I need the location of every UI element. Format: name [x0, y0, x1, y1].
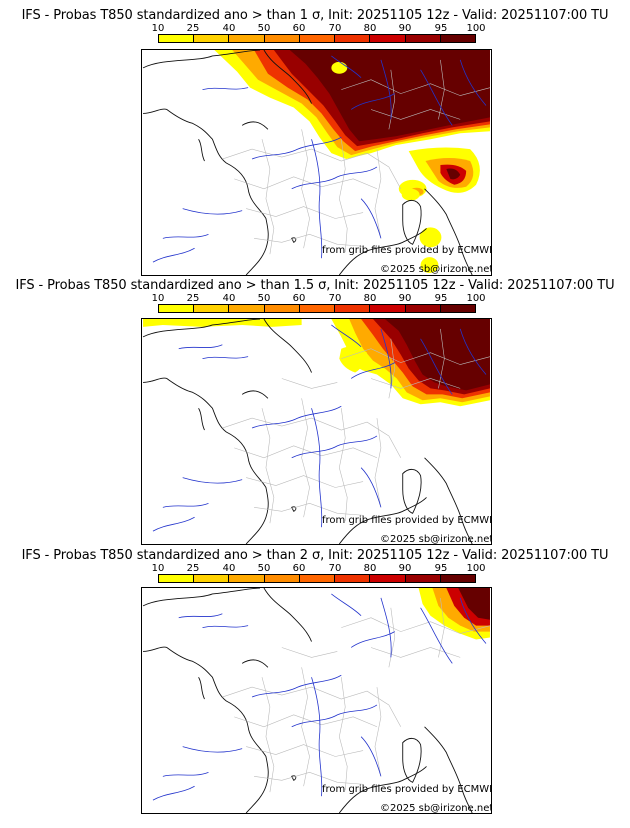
colorbar-tick: 10 — [151, 293, 165, 304]
source-credit: from grib files provided by ECMWF — [322, 515, 492, 526]
colorbar-tick: 40 — [222, 293, 236, 304]
colorbar-tick: 60 — [292, 563, 306, 574]
colorbar-tick: 95 — [434, 23, 448, 34]
admin-borders — [222, 597, 491, 793]
colorbar-swatch — [335, 305, 371, 312]
colorbar-swatch — [194, 35, 230, 42]
colorbar-swatch — [264, 305, 300, 312]
colorbar-swatch — [299, 575, 336, 582]
admin-borders — [222, 59, 491, 255]
colorbar-swatch — [405, 35, 441, 42]
source-credit: from grib files provided by ECMWF — [322, 245, 492, 256]
probability-field — [418, 588, 490, 640]
colorbar-ticks: 10 25 40 50 60 70 80 90 95 100 — [152, 293, 486, 304]
colorbar-tick: 50 — [257, 563, 271, 574]
colorbar-tick: 10 — [151, 23, 165, 34]
colorbar-swatch — [159, 575, 195, 582]
probability-field — [143, 319, 490, 407]
colorbar-swatch — [299, 305, 336, 312]
copyright-credit: ©2025 sb@irizone.net — [380, 534, 492, 545]
colorbar-swatch — [335, 35, 371, 42]
colorbar-swatch — [264, 575, 300, 582]
panel-title: IFS - Probas T850 standardized ano > tha… — [21, 548, 609, 563]
colorbar-swatch — [264, 35, 300, 42]
colorbar-tick: 50 — [257, 293, 271, 304]
colorbar-swatch — [440, 305, 475, 312]
colorbar-swatch — [229, 305, 265, 312]
copyright-credit: ©2025 sb@irizone.net — [380, 264, 492, 275]
probability-map: from grib files provided by ECMWF ©2025 … — [141, 587, 492, 814]
colorbar — [158, 34, 476, 43]
colorbar-tick: 50 — [257, 23, 271, 34]
colorbar-swatch — [229, 35, 265, 42]
colorbar-tick: 40 — [222, 563, 236, 574]
colorbar-tick: 95 — [434, 293, 448, 304]
colorbar-swatch — [335, 575, 371, 582]
coastline — [142, 50, 473, 275]
colorbar-swatch — [159, 35, 195, 42]
probability-map: from grib files provided by ECMWF ©2025 … — [141, 318, 492, 545]
source-credit: from grib files provided by ECMWF — [322, 784, 492, 795]
panel-title: IFS - Probas T850 standardized ano > tha… — [21, 8, 609, 23]
colorbar-tick: 60 — [292, 293, 306, 304]
colorbar-tick: 100 — [466, 23, 486, 34]
colorbar-tick: 80 — [363, 563, 377, 574]
colorbar-swatch — [194, 575, 230, 582]
map-canvas — [142, 50, 491, 275]
colorbar-swatch — [405, 305, 441, 312]
colorbar — [158, 574, 476, 583]
colorbar-tick: 100 — [466, 563, 486, 574]
colorbar-swatch — [440, 35, 475, 42]
rivers — [152, 593, 487, 801]
colorbar-swatch — [159, 305, 195, 312]
coastline — [142, 319, 473, 544]
colorbar-tick: 80 — [363, 23, 377, 34]
admin-borders — [222, 328, 491, 524]
map-canvas — [142, 319, 491, 544]
colorbar-tick: 80 — [363, 293, 377, 304]
colorbar-tick: 70 — [328, 563, 342, 574]
colorbar-ticks: 10 25 40 50 60 70 80 90 95 100 — [152, 563, 486, 574]
colorbar-tick: 10 — [151, 563, 165, 574]
colorbar-tick: 60 — [292, 23, 306, 34]
colorbar-tick: 90 — [398, 563, 412, 574]
probability-field — [214, 50, 490, 274]
colorbar-swatch — [440, 575, 475, 582]
colorbar-tick: 25 — [186, 23, 200, 34]
colorbar-tick: 90 — [398, 293, 412, 304]
colorbar-swatch — [229, 575, 265, 582]
probability-map: from grib files provided by ECMWF ©2025 … — [141, 49, 492, 276]
colorbar-swatch — [405, 575, 441, 582]
map-canvas — [142, 588, 491, 813]
colorbar-tick: 40 — [222, 23, 236, 34]
copyright-credit: ©2025 sb@irizone.net — [380, 803, 492, 814]
colorbar-swatch — [370, 575, 406, 582]
colorbar-tick: 70 — [328, 23, 342, 34]
colorbar-tick: 100 — [466, 293, 486, 304]
rivers — [152, 55, 487, 263]
rivers — [152, 324, 487, 532]
colorbar-tick: 25 — [186, 293, 200, 304]
colorbar-swatch — [299, 35, 336, 42]
colorbar-swatch — [370, 305, 406, 312]
panel-title: IFS - Probas T850 standardized ano > tha… — [15, 278, 615, 293]
colorbar-tick: 90 — [398, 23, 412, 34]
colorbar-swatch — [194, 305, 230, 312]
colorbar-tick: 95 — [434, 563, 448, 574]
colorbar-tick: 70 — [328, 293, 342, 304]
colorbar-tick: 25 — [186, 563, 200, 574]
colorbar-swatch — [370, 35, 406, 42]
coastline — [142, 588, 473, 813]
colorbar-ticks: 10 25 40 50 60 70 80 90 95 100 — [152, 23, 486, 34]
colorbar — [158, 304, 476, 313]
